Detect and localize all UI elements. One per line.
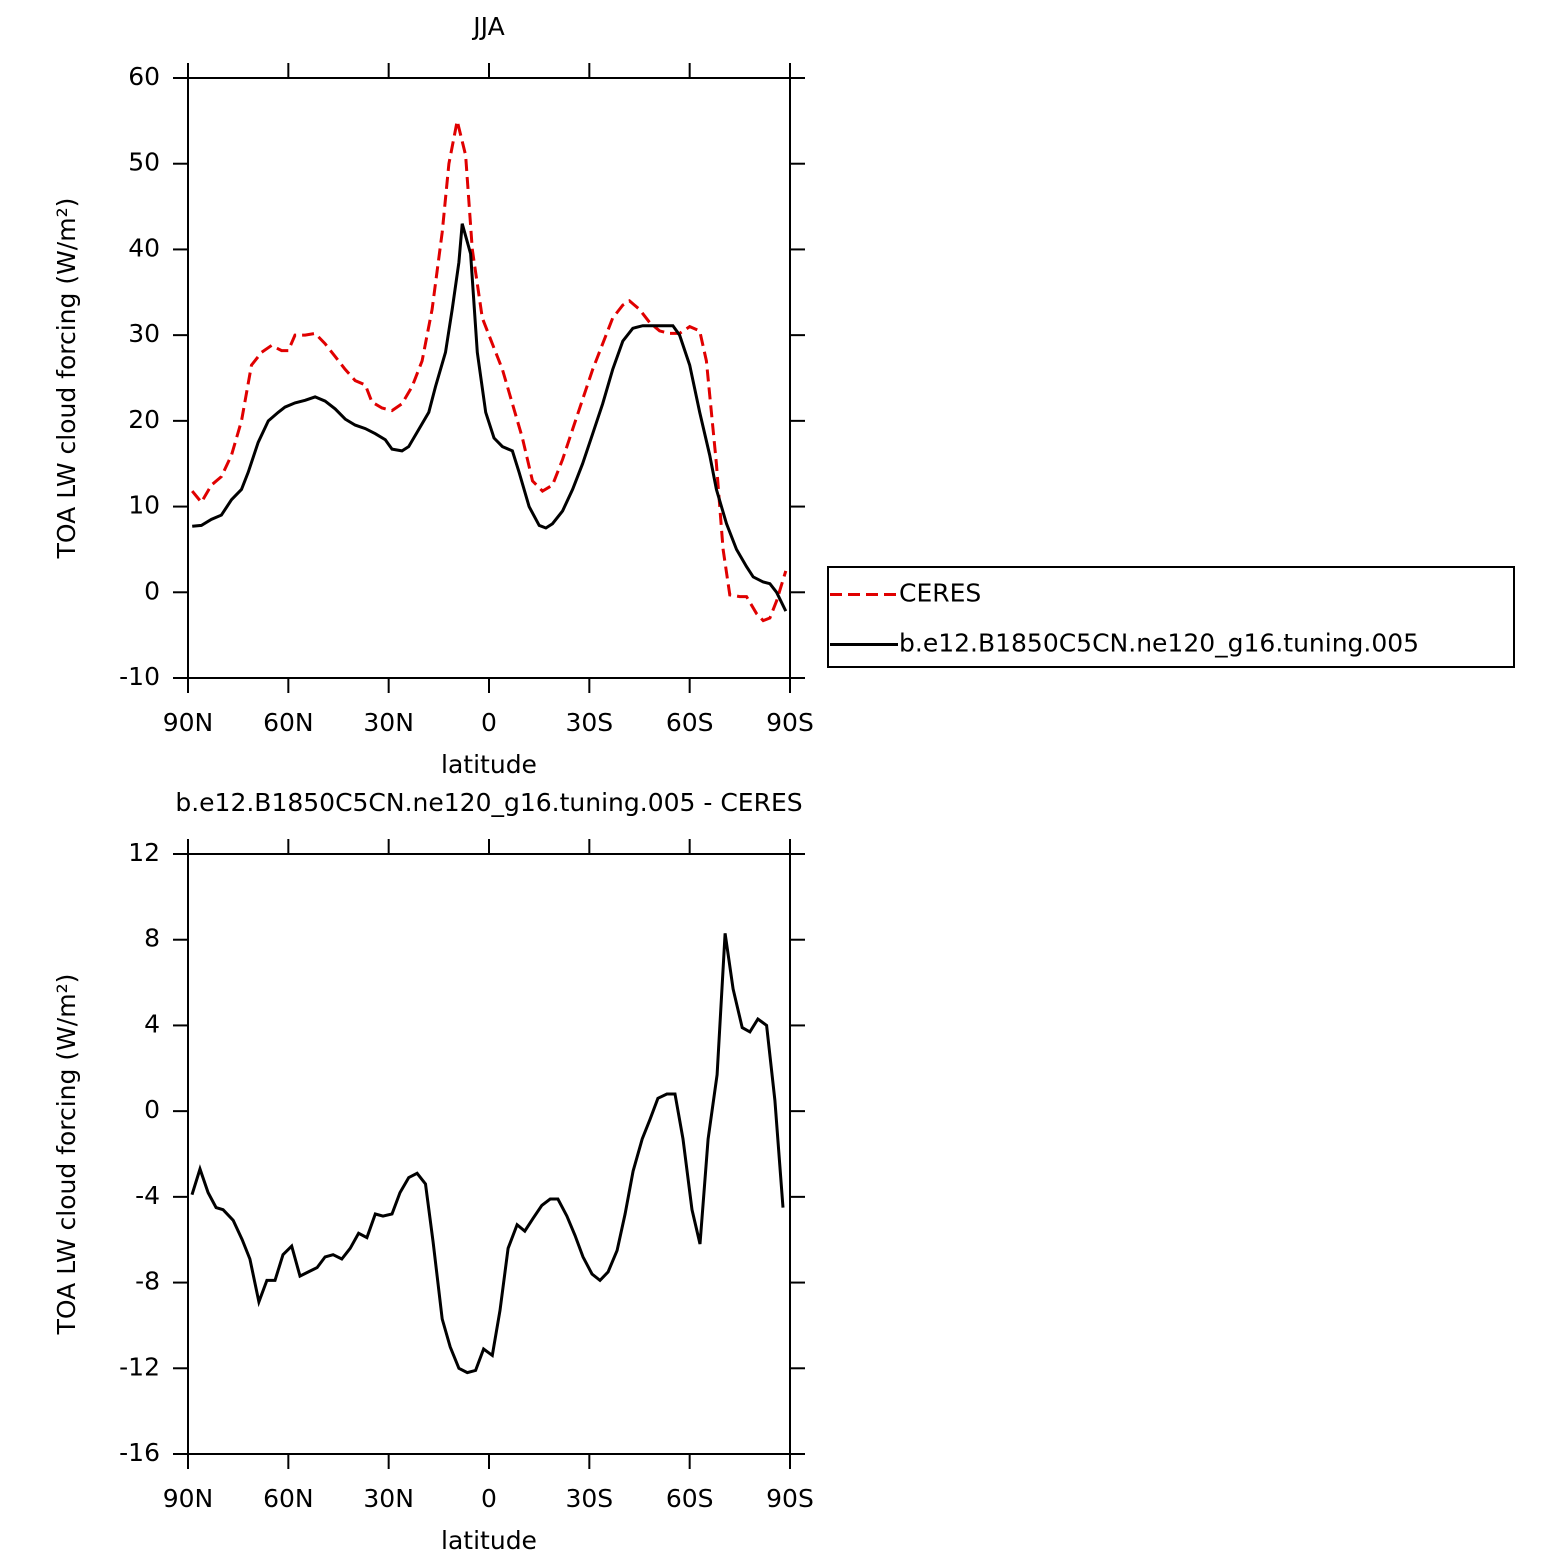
x-tick-label: 30S: [565, 708, 613, 737]
data-line: [191, 120, 788, 623]
y-tick-label: 30: [128, 319, 160, 348]
x-tick-label: 30N: [363, 708, 414, 737]
y-tick-label: 10: [128, 491, 160, 520]
y-tick-label: 60: [128, 62, 160, 91]
x-axis-label: latitude: [441, 1526, 537, 1555]
y-tick-label: -16: [119, 1438, 160, 1467]
y-tick-label: 20: [128, 405, 160, 434]
legend-label: CERES: [899, 579, 981, 608]
x-tick-label: 0: [481, 1484, 497, 1513]
y-axis-label: TOA LW cloud forcing (W/m²): [52, 974, 81, 1336]
legend-label: b.e12.B1850C5CN.ne120_g16.tuning.005: [899, 629, 1419, 658]
x-tick-label: 60S: [666, 1484, 714, 1513]
x-tick-label: 60S: [666, 708, 714, 737]
plot-frame: [187, 77, 791, 679]
x-tick-label: 60N: [263, 1484, 314, 1513]
legend-box: [827, 566, 1515, 668]
data-line: [192, 223, 788, 612]
y-tick-label: -10: [119, 662, 160, 691]
chart-title: b.e12.B1850C5CN.ne120_g16.tuning.005 - C…: [175, 788, 802, 817]
x-tick-label: 90S: [766, 1484, 814, 1513]
x-tick-label: 60N: [263, 708, 314, 737]
y-tick-label: 12: [128, 838, 160, 867]
y-tick-label: 50: [128, 148, 160, 177]
y-tick-label: 8: [144, 924, 160, 953]
y-tick-label: -12: [119, 1352, 160, 1381]
y-tick-label: 0: [144, 1095, 160, 1124]
y-tick-label: 0: [144, 576, 160, 605]
y-tick-label: 4: [144, 1009, 160, 1038]
x-tick-label: 90N: [163, 708, 214, 737]
x-tick-label: 90N: [163, 1484, 214, 1513]
y-tick-label: -4: [135, 1181, 160, 1210]
y-tick-label: -8: [135, 1267, 160, 1296]
x-tick-label: 0: [481, 708, 497, 737]
x-tick-label: 30N: [363, 1484, 414, 1513]
x-tick-label: 30S: [565, 1484, 613, 1513]
y-tick-label: 40: [128, 233, 160, 262]
x-tick-label: 90S: [766, 708, 814, 737]
data-line: [190, 933, 785, 1375]
chart-title: JJA: [471, 12, 504, 41]
x-axis-label: latitude: [441, 750, 537, 779]
y-axis-label: TOA LW cloud forcing (W/m²): [52, 198, 81, 560]
plot-frame: [187, 853, 791, 1455]
